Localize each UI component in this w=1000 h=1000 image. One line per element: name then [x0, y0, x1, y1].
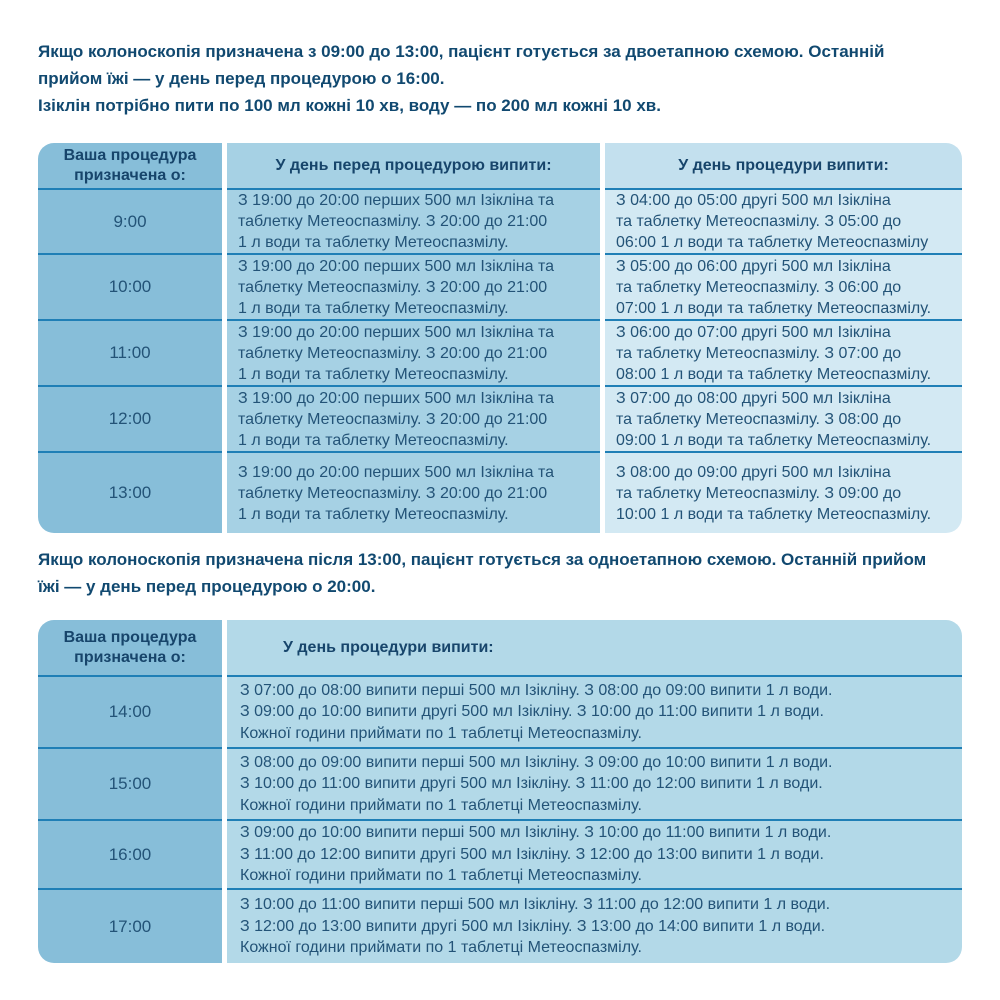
cell-day-of: З 07:00 до 08:00 другі 500 мл Ізікліна т…	[605, 385, 962, 451]
row-time: 16:00	[38, 819, 222, 888]
cell-day-of: З 10:00 до 11:00 випити перші 500 мл Ізі…	[227, 888, 962, 963]
row-time: 11:00	[38, 319, 222, 385]
cell-day-before: З 19:00 до 20:00 перших 500 мл Ізікліна …	[227, 319, 600, 385]
cell-day-of: З 08:00 до 09:00 другі 500 мл Ізікліна т…	[605, 451, 962, 533]
row-time: 9:00	[38, 188, 222, 253]
intro-two-stage-text: Якщо колоноскопія призначена з 09:00 до …	[38, 42, 885, 115]
header-cell-procedure-time: Ваша процедура призначена о:	[38, 143, 222, 188]
intro-one-stage-text: Якщо колоноскопія призначена після 13:00…	[38, 550, 927, 596]
cell-day-of: З 07:00 до 08:00 випити перші 500 мл Ізі…	[227, 675, 962, 747]
header-cell-day-of: У день процедури випити:	[227, 620, 962, 675]
row-time: 10:00	[38, 253, 222, 319]
cell-day-of: З 08:00 до 09:00 випити перші 500 мл Ізі…	[227, 747, 962, 819]
row-time: 13:00	[38, 451, 222, 533]
header-cell-day-of: У день процедури випити:	[605, 143, 962, 188]
two-stage-schedule-table: Ваша процедура призначена о: У день пере…	[38, 143, 962, 533]
row-time: 12:00	[38, 385, 222, 451]
cell-day-of: З 06:00 до 07:00 другі 500 мл Ізікліна т…	[605, 319, 962, 385]
header-cell-day-before: У день перед процедурою випити:	[227, 143, 600, 188]
cell-day-before: З 19:00 до 20:00 перших 500 мл Ізікліна …	[227, 451, 600, 533]
one-stage-schedule-table: Ваша процедура призначена о: У день проц…	[38, 620, 962, 963]
cell-day-before: З 19:00 до 20:00 перших 500 мл Ізікліна …	[227, 253, 600, 319]
cell-day-of: З 04:00 до 05:00 другі 500 мл Ізікліна т…	[605, 188, 962, 253]
row-time: 14:00	[38, 675, 222, 747]
cell-day-of: З 05:00 до 06:00 другі 500 мл Ізікліна т…	[605, 253, 962, 319]
cell-day-before: З 19:00 до 20:00 перших 500 мл Ізікліна …	[227, 188, 600, 253]
row-time: 15:00	[38, 747, 222, 819]
row-time: 17:00	[38, 888, 222, 963]
header-cell-procedure-time: Ваша процедура призначена о:	[38, 620, 222, 675]
cell-day-before: З 19:00 до 20:00 перших 500 мл Ізікліна …	[227, 385, 600, 451]
cell-day-of: З 09:00 до 10:00 випити перші 500 мл Ізі…	[227, 819, 962, 888]
